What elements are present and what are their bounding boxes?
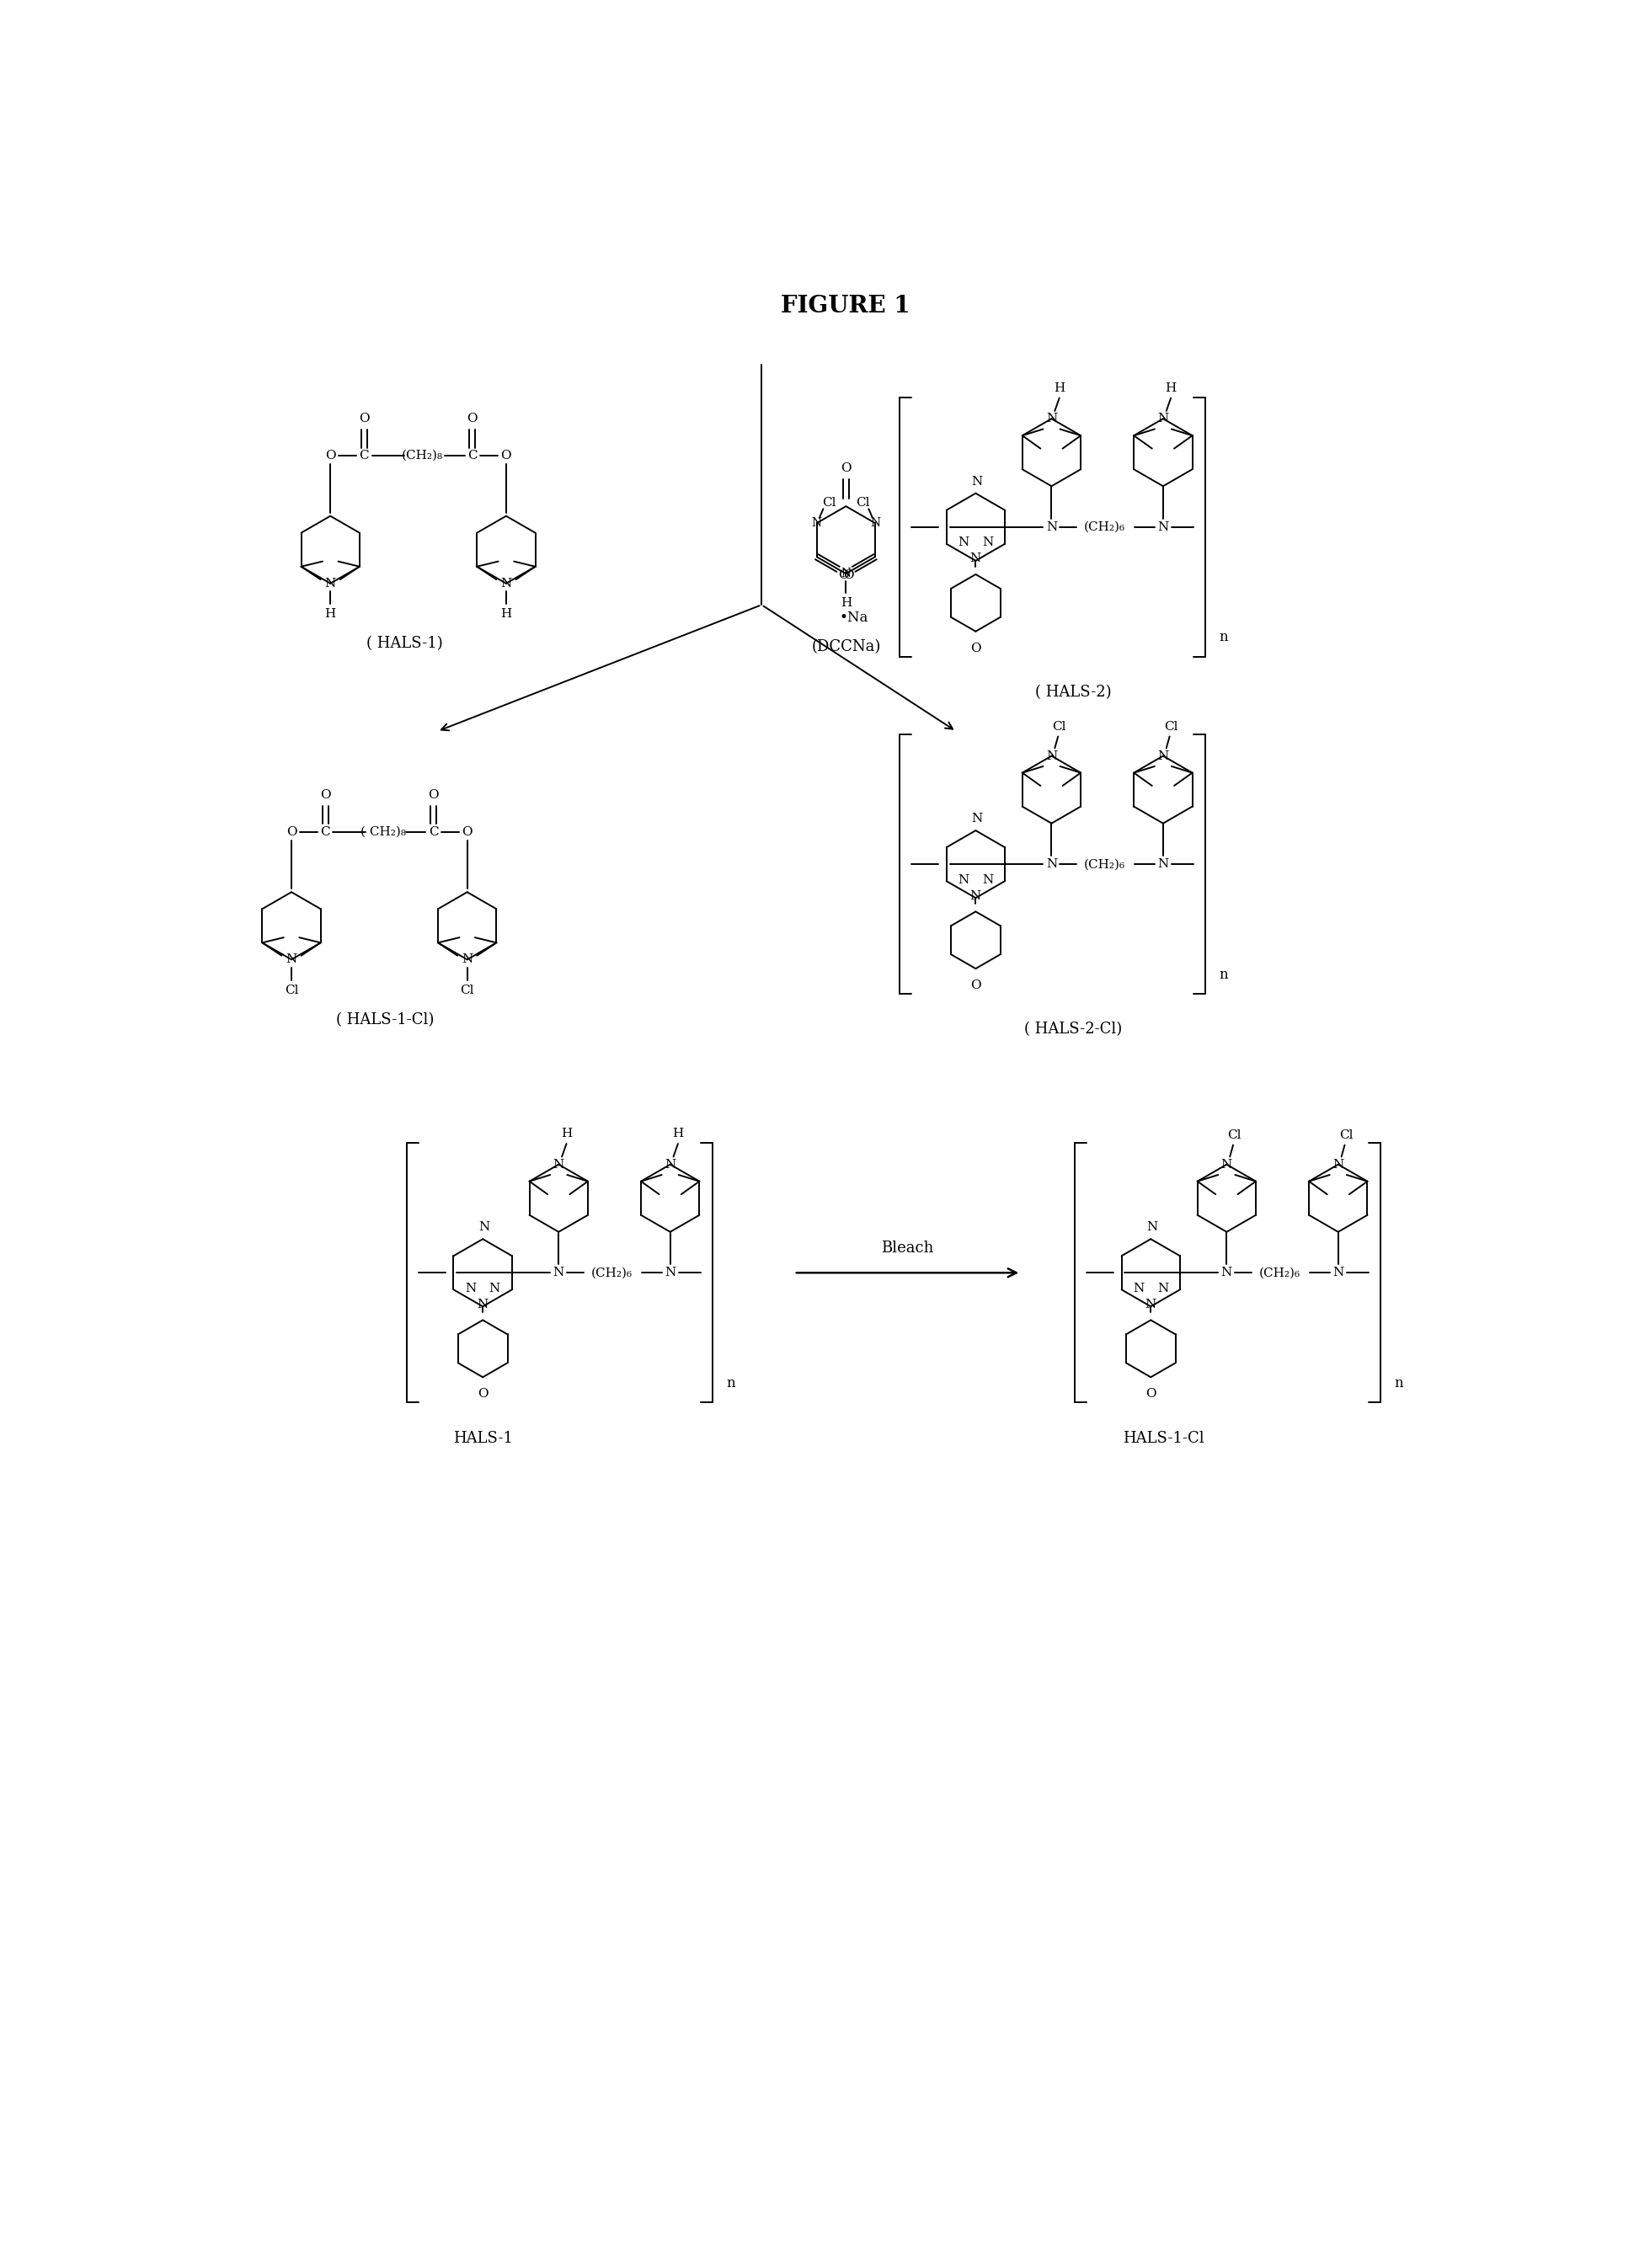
Text: Cl: Cl [284, 984, 299, 996]
Text: ( CH₂)₈: ( CH₂)₈ [361, 826, 406, 837]
Text: HALS-1: HALS-1 [452, 1431, 513, 1445]
Text: N: N [1134, 1281, 1145, 1295]
Text: Cl: Cl [460, 984, 474, 996]
Text: Cl: Cl [1340, 1129, 1353, 1141]
Text: N: N [972, 812, 982, 826]
Text: Cl: Cl [856, 497, 870, 508]
Text: (CH₂)₈: (CH₂)₈ [401, 449, 444, 463]
Text: Bleach: Bleach [881, 1241, 934, 1256]
Text: O: O [427, 789, 439, 801]
Text: Cl: Cl [1053, 721, 1066, 733]
Text: O: O [477, 1388, 488, 1399]
Text: N: N [982, 873, 993, 887]
Text: O: O [838, 569, 850, 581]
Text: C: C [360, 449, 370, 463]
Text: N: N [1157, 1281, 1168, 1295]
Text: (CH₂)₆: (CH₂)₆ [1259, 1268, 1300, 1279]
Text: N: N [1147, 1222, 1158, 1234]
Text: n: n [1219, 631, 1228, 644]
Text: N: N [1221, 1268, 1233, 1279]
Text: N: N [553, 1159, 564, 1170]
Text: n: n [1394, 1377, 1402, 1390]
Text: O: O [285, 826, 297, 837]
Text: n: n [726, 1377, 734, 1390]
Text: N: N [1333, 1159, 1343, 1170]
Text: O: O [843, 569, 853, 581]
Text: N: N [478, 1222, 490, 1234]
Text: ( HALS-2-Cl): ( HALS-2-Cl) [1025, 1023, 1122, 1036]
Text: n: n [1219, 968, 1228, 982]
Text: ( HALS-1-Cl): ( HALS-1-Cl) [337, 1012, 434, 1027]
Text: O: O [970, 980, 982, 991]
Text: N: N [972, 476, 982, 488]
Text: N: N [970, 889, 982, 903]
Text: O: O [970, 642, 982, 653]
Text: N: N [959, 538, 969, 549]
Text: N: N [465, 1281, 477, 1295]
Text: N: N [1046, 751, 1058, 762]
Text: ( HALS-2): ( HALS-2) [1035, 685, 1110, 701]
Text: C: C [467, 449, 477, 463]
Text: C: C [429, 826, 439, 837]
Text: O: O [462, 826, 472, 837]
Text: N: N [1145, 1300, 1157, 1311]
Text: N: N [325, 578, 337, 590]
Text: O: O [467, 413, 478, 424]
Text: H: H [1165, 383, 1176, 395]
Text: N: N [982, 538, 993, 549]
Text: H: H [325, 608, 337, 619]
Text: N: N [1046, 857, 1058, 871]
Text: Cl: Cl [1163, 721, 1178, 733]
Text: N: N [842, 567, 851, 581]
Text: N: N [665, 1159, 676, 1170]
Text: N: N [1333, 1268, 1343, 1279]
Text: N: N [477, 1300, 488, 1311]
Text: H: H [1054, 383, 1064, 395]
Text: O: O [1145, 1388, 1157, 1399]
Text: N: N [1158, 413, 1168, 424]
Text: Cl: Cl [1228, 1129, 1241, 1141]
Text: O: O [325, 449, 335, 463]
Text: O: O [502, 449, 511, 463]
Text: N: N [1158, 751, 1168, 762]
Text: (CH₂)₆: (CH₂)₆ [1084, 522, 1125, 533]
Text: N: N [500, 578, 511, 590]
Text: O: O [320, 789, 330, 801]
Text: N: N [1158, 857, 1168, 871]
Text: Cl: Cl [822, 497, 837, 508]
Text: N: N [1046, 413, 1058, 424]
Text: N: N [870, 517, 879, 528]
Text: N: N [959, 873, 969, 887]
Text: N: N [462, 953, 474, 966]
Text: H: H [561, 1127, 573, 1141]
Text: (CH₂)₆: (CH₂)₆ [591, 1268, 632, 1279]
Text: (DCCNa): (DCCNa) [812, 640, 881, 655]
Text: C: C [320, 826, 330, 837]
Text: N: N [1221, 1159, 1233, 1170]
Text: •Na: •Na [840, 610, 868, 626]
Text: N: N [812, 517, 822, 528]
Text: N: N [488, 1281, 500, 1295]
Text: (CH₂)₆: (CH₂)₆ [1084, 857, 1125, 871]
Text: N: N [553, 1268, 564, 1279]
Text: HALS-1-Cl: HALS-1-Cl [1124, 1431, 1205, 1445]
Text: N: N [285, 953, 297, 966]
Text: N: N [970, 553, 982, 565]
Text: O: O [840, 463, 851, 474]
Text: H: H [500, 608, 511, 619]
Text: ( HALS-1): ( HALS-1) [366, 635, 444, 651]
Text: FIGURE 1: FIGURE 1 [780, 295, 911, 318]
Text: H: H [673, 1127, 683, 1141]
Text: O: O [358, 413, 370, 424]
Text: N: N [665, 1268, 676, 1279]
Text: N: N [1046, 522, 1058, 533]
Text: H: H [840, 596, 851, 608]
Text: N: N [1158, 522, 1168, 533]
